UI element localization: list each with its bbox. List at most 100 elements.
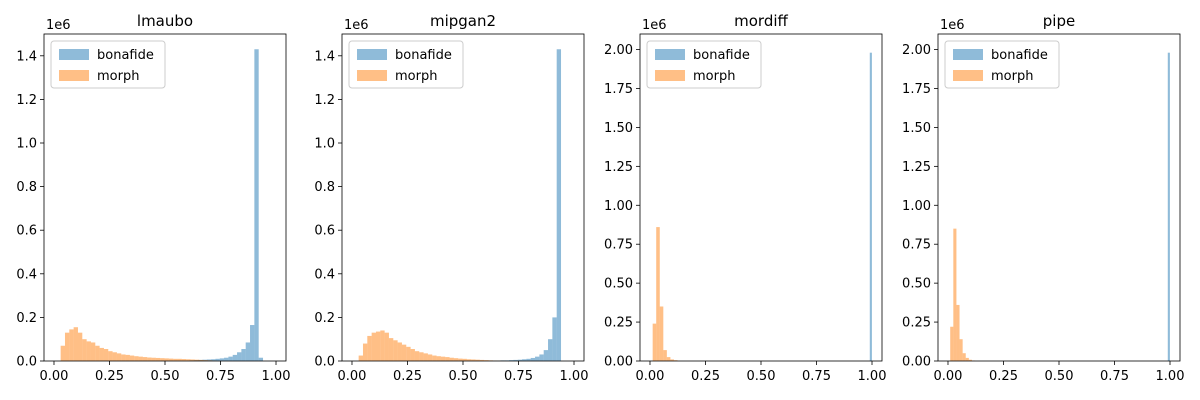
bar [130, 356, 134, 361]
bar [228, 357, 232, 361]
legend-label: morph [693, 69, 735, 84]
x-tick-label: 1.00 [1156, 369, 1185, 384]
y-tick-label: 0.8 [314, 180, 335, 195]
bar [224, 358, 228, 361]
bar [121, 354, 125, 361]
x-tick-label: 0.50 [747, 369, 776, 384]
bar [139, 357, 143, 361]
bar [367, 336, 371, 361]
bar [65, 333, 69, 361]
x-tick-label: 0.00 [934, 369, 963, 384]
y-tick-label: 1.25 [902, 160, 931, 175]
legend-swatch [655, 70, 685, 81]
legend-swatch [357, 49, 387, 60]
bar [147, 358, 151, 361]
bar [445, 357, 449, 361]
x-tick-label: 0.00 [636, 369, 665, 384]
bar [95, 346, 99, 361]
bar [424, 353, 428, 361]
bar [78, 333, 82, 361]
bar [250, 325, 254, 361]
x-tick-label: 0.25 [691, 369, 720, 384]
legend-label: bonafide [395, 48, 452, 63]
bar [963, 353, 966, 361]
x-tick-label: 0.25 [989, 369, 1018, 384]
bar [402, 345, 406, 361]
y-tick-label: 1.75 [604, 82, 633, 97]
bar [241, 349, 245, 361]
legend-label: bonafide [97, 48, 154, 63]
bar [406, 347, 410, 361]
bar [535, 357, 539, 361]
legend-swatch [953, 49, 983, 60]
bar [156, 358, 160, 361]
x-tick-label: 1.00 [262, 369, 291, 384]
legend: bonafide morph [51, 41, 165, 88]
bar [660, 307, 664, 362]
bar [69, 329, 73, 361]
subplot-title: mordiff [734, 12, 788, 30]
legend-swatch [59, 70, 89, 81]
series-bonafide [487, 49, 561, 361]
bar [415, 351, 419, 361]
bar [376, 332, 380, 361]
bar [450, 358, 454, 361]
bar [393, 340, 397, 361]
y-tick-label: 1.00 [604, 199, 633, 214]
y-tick-label: 0.00 [902, 355, 931, 370]
y-tick-label: 1.25 [604, 160, 633, 175]
series-morph [359, 330, 506, 361]
y-tick-label: 1.4 [16, 49, 37, 64]
x-tick-label: 0.50 [1045, 369, 1074, 384]
legend: bonafide morph [945, 41, 1059, 88]
y-tick-label: 0.6 [16, 224, 37, 239]
y-tick-label: 0.00 [604, 355, 633, 370]
y-tick-label: 0.50 [902, 277, 931, 292]
bar [74, 327, 78, 361]
bar [411, 349, 415, 361]
y-offset-label: 1e6 [344, 18, 369, 33]
x-tick-label: 0.00 [40, 369, 69, 384]
bar [359, 356, 363, 361]
bar [363, 344, 367, 361]
bar [1168, 53, 1170, 361]
bar [960, 339, 963, 361]
y-tick-label: 0.0 [16, 355, 37, 370]
y-tick-label: 2.00 [604, 43, 633, 58]
legend-swatch [655, 49, 685, 60]
bar [653, 324, 657, 361]
bar [544, 350, 548, 361]
bar [82, 339, 86, 361]
bar [143, 357, 147, 361]
bar [557, 49, 561, 361]
y-tick-label: 0.6 [314, 224, 335, 239]
bar [656, 227, 660, 361]
bar [100, 348, 104, 361]
y-tick-label: 0.4 [16, 267, 37, 282]
x-tick-label: 0.50 [151, 369, 180, 384]
y-tick-label: 0.2 [314, 311, 335, 326]
subplot-0: 0.00 0.25 0.50 0.75 1.000.00.20.40.60.81.01.… [16, 12, 290, 384]
bar [237, 352, 241, 361]
x-tick-label: 0.25 [393, 369, 422, 384]
y-tick-label: 1.0 [16, 137, 37, 152]
bar [539, 354, 543, 361]
bar [61, 346, 65, 361]
bar [432, 356, 436, 361]
bar [104, 349, 108, 361]
bar [117, 353, 121, 361]
series-bonafide [1168, 53, 1170, 361]
bar [113, 352, 117, 361]
bar [966, 358, 969, 361]
legend: bonafide morph [349, 41, 463, 88]
y-tick-label: 1.2 [16, 93, 37, 108]
series-morph [653, 227, 678, 361]
y-tick-label: 0.8 [16, 180, 37, 195]
bar [385, 333, 389, 361]
y-tick-label: 1.75 [902, 82, 931, 97]
bar [428, 354, 432, 361]
bar [667, 357, 671, 361]
y-offset-label: 1e6 [46, 18, 71, 33]
y-tick-label: 0.2 [16, 311, 37, 326]
y-offset-label: 1e6 [940, 18, 965, 33]
